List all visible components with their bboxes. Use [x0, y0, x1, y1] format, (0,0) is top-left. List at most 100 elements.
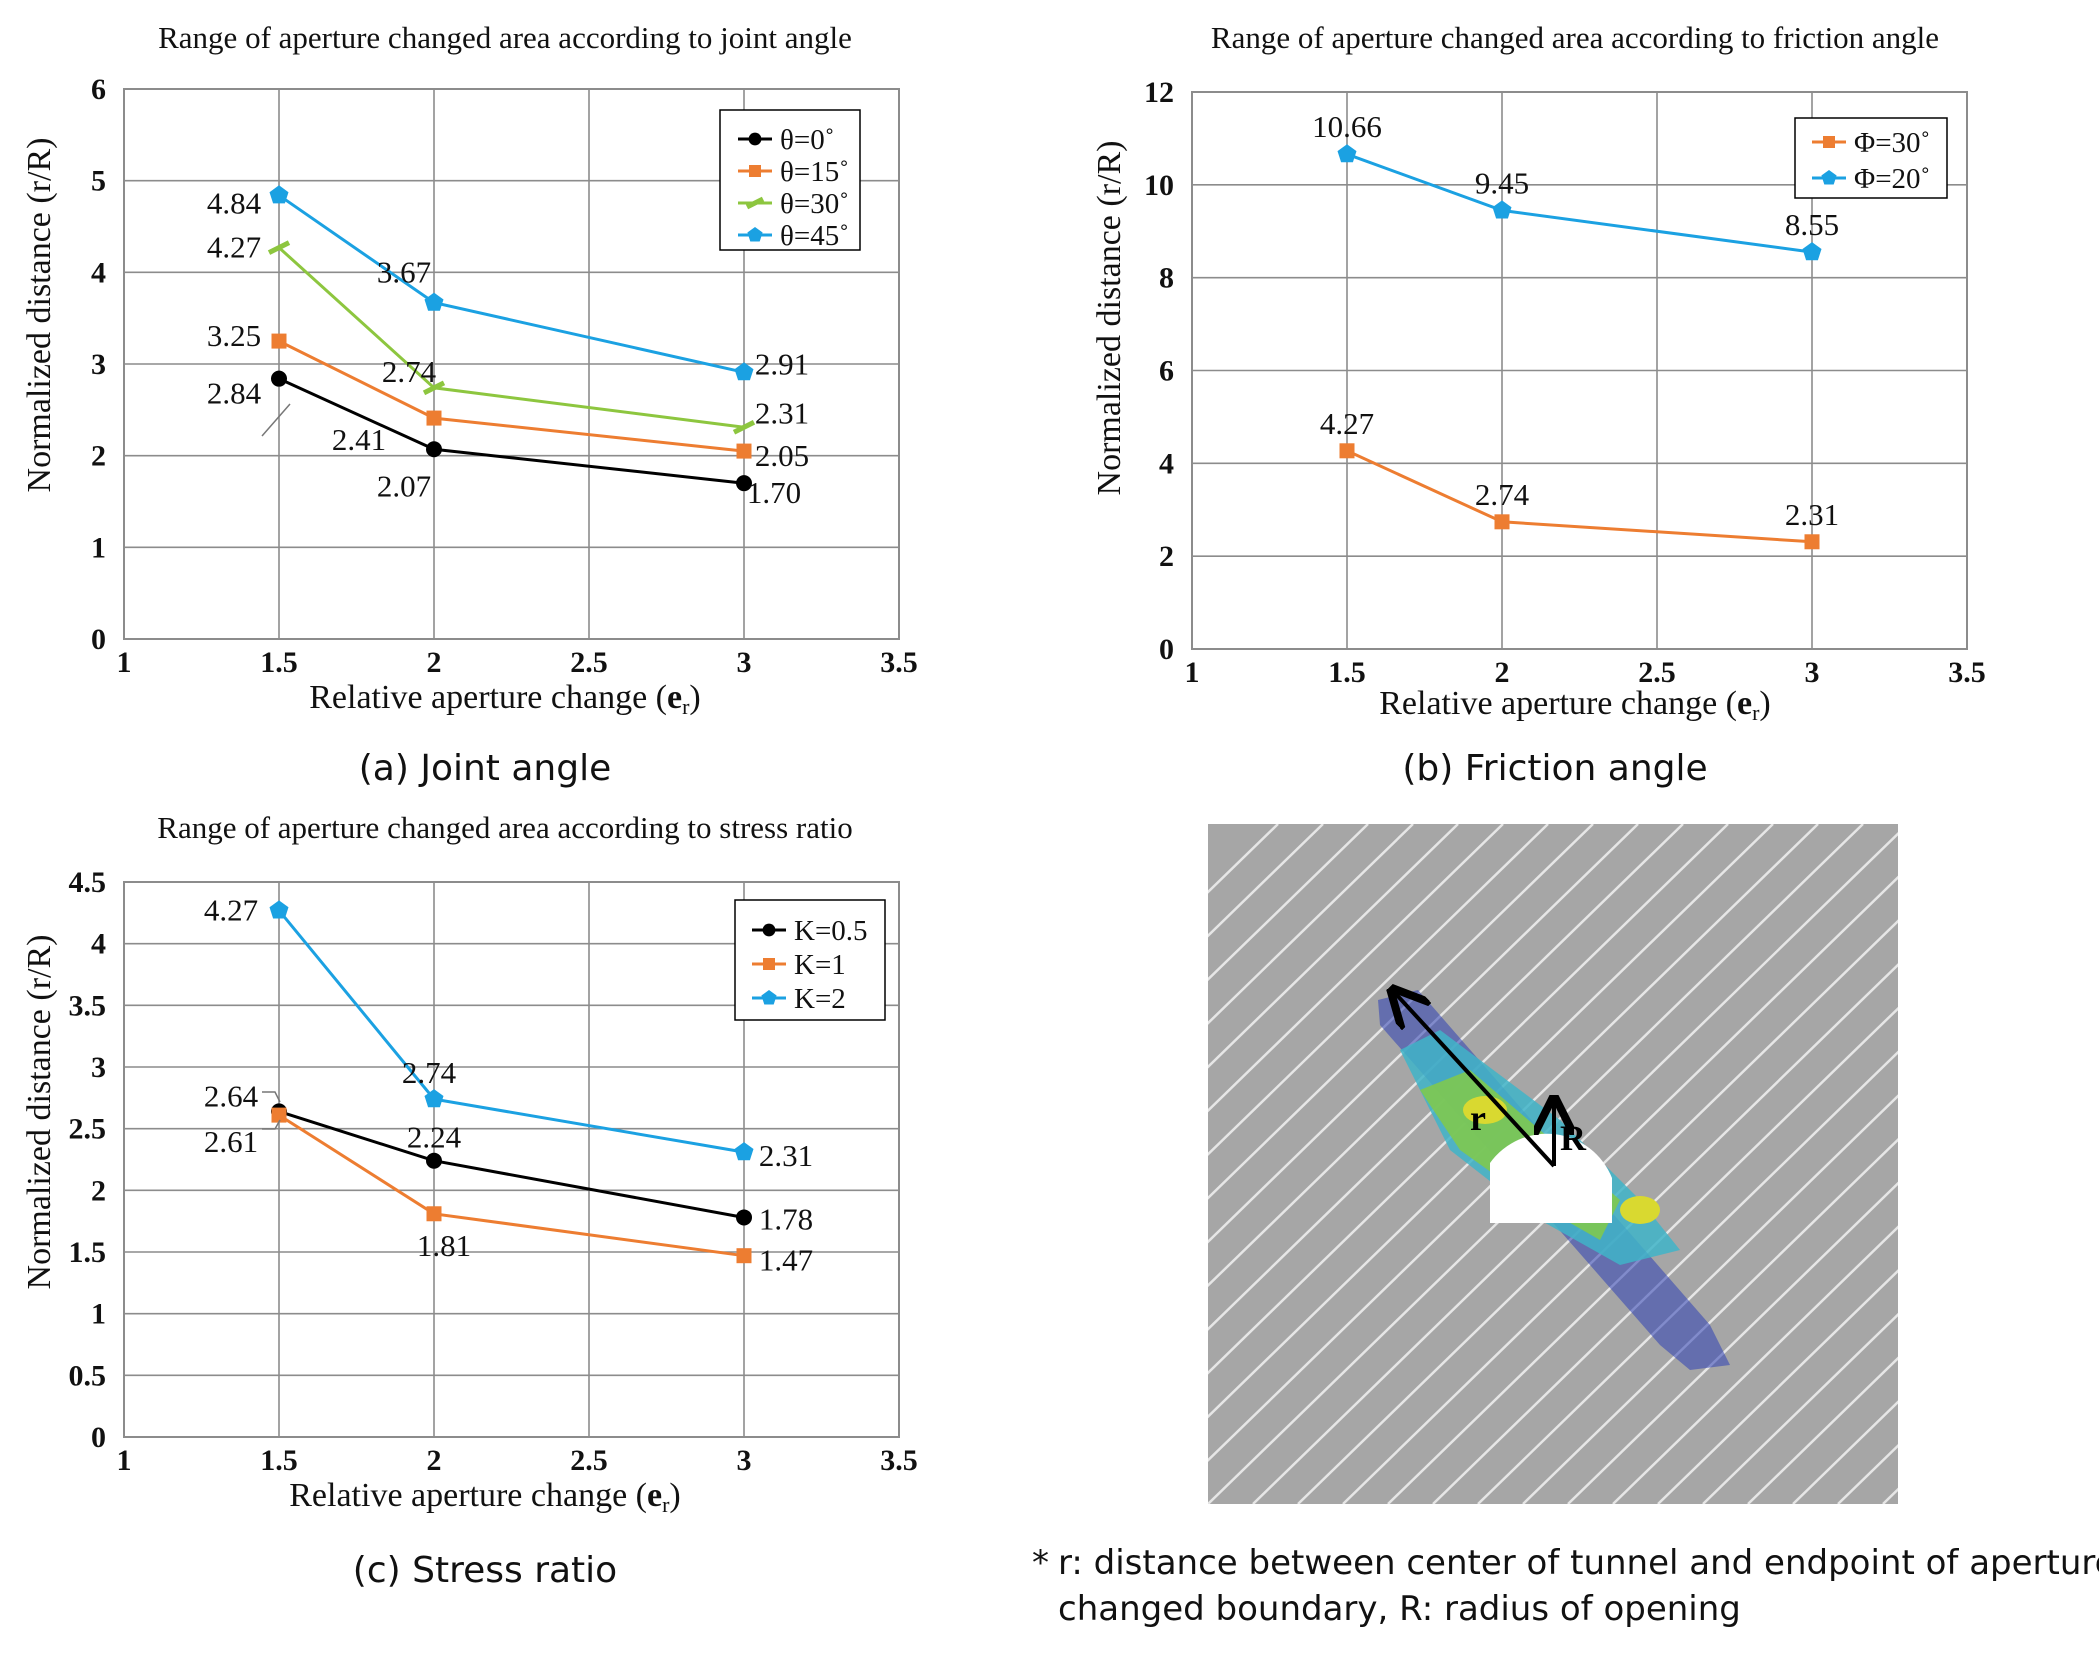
chart-gridlines — [1191, 91, 1968, 650]
chart-tick-labels: 0 0.5 1 1.5 2 2.5 3 3.5 4 4.5 1 1.5 2 2.5 3 3.5 — [69, 866, 918, 1477]
y-axis-label: Normalized distance (r/R) — [21, 138, 58, 493]
data-label: 4.27 — [1320, 406, 1374, 441]
data-label: 10.66 — [1312, 109, 1382, 144]
chart-series-group: 2.64 2.24 1.78 2.61 1.81 1.47 4.27 2.74 2.31 — [204, 892, 813, 1277]
data-label: 4.27 — [207, 230, 261, 265]
legend: Φ=30˚ Φ=20˚ — [1794, 117, 1948, 199]
x-tick-label: 1.5 — [260, 1444, 298, 1477]
joint-line — [1567, 1181, 1898, 1504]
data-point-marker — [271, 1107, 287, 1123]
chart-title: Range of aperture changed area according… — [1211, 20, 1939, 55]
legend-box — [1794, 117, 1948, 199]
x-tick-label: 2 — [1495, 656, 1510, 689]
x-tick-label: 1 — [117, 1444, 132, 1477]
y-tick-label: 6 — [1159, 355, 1174, 388]
data-point-marker — [1804, 534, 1820, 550]
y-tick-label: 4 — [91, 256, 106, 289]
y-tick-label: 0 — [1159, 633, 1174, 666]
legend-entry-label: Φ=30˚ — [1854, 127, 1930, 159]
y-tick-label: 1 — [91, 1298, 106, 1331]
data-point-marker — [736, 1209, 752, 1226]
y-tick-label: 5 — [91, 165, 106, 198]
x-tick-label: 3.5 — [880, 1444, 918, 1477]
x-tick-label: 2 — [427, 646, 442, 679]
legend-entry-label: K=0.5 — [794, 915, 868, 947]
y-tick-label: 10 — [1144, 169, 1174, 202]
joint-line — [1208, 824, 1684, 1288]
legend-box — [719, 109, 861, 251]
joint-line — [1208, 824, 1549, 1157]
note-marker: * — [1032, 1543, 1049, 1583]
y-axis-label: Normalized distance (r/R) — [21, 935, 58, 1290]
data-label: 2.74 — [382, 354, 437, 389]
legend-entry-label: θ=0˚ — [780, 124, 834, 156]
x-tick-label: 3 — [1805, 656, 1820, 689]
joint-line — [1208, 824, 1504, 1113]
joint-line — [1432, 1050, 1898, 1504]
aperture-diagram: r R — [1208, 824, 2099, 1504]
data-point-marker — [732, 420, 756, 435]
joint-line — [1208, 824, 1459, 1069]
legend-marker — [1823, 136, 1835, 148]
legend-box — [734, 899, 886, 1021]
note-line-1: r: distance between center of tunnel and… — [1058, 1543, 2099, 1583]
x-axis-label: Relative aperture change (er) — [289, 1477, 681, 1517]
x-tick-label: 1.5 — [260, 646, 298, 679]
data-label: 2.07 — [377, 468, 431, 503]
legend-entry-label: θ=30˚ — [780, 188, 849, 220]
data-point-marker — [1802, 242, 1822, 261]
joint-line — [1612, 1225, 1898, 1504]
x-tick-label: 3.5 — [880, 646, 918, 679]
data-point-marker — [271, 370, 287, 387]
data-point-marker — [269, 185, 289, 204]
y-tick-label: 12 — [1144, 76, 1174, 109]
legend-entry-label: θ=45˚ — [780, 220, 849, 252]
series-line — [1346, 152, 1813, 254]
data-label: 1.81 — [417, 1228, 471, 1263]
data-point-marker — [424, 1089, 444, 1108]
data-point-marker — [1339, 443, 1355, 459]
legend-marker — [749, 165, 761, 177]
label-leader-line — [262, 1119, 281, 1130]
data-point-marker — [422, 380, 446, 396]
plot-frame — [1191, 91, 1968, 650]
label-leader-line — [262, 1091, 281, 1103]
y-tick-label: 1.5 — [69, 1236, 107, 1269]
joint-line — [1208, 824, 1279, 894]
data-label: 2.84 — [207, 376, 262, 411]
joint-line — [1973, 824, 2099, 1504]
data-label: 2.31 — [759, 1138, 813, 1173]
r-label: r — [1470, 1098, 1486, 1138]
chart-title: Range of aperture changed area according… — [158, 20, 852, 55]
data-label: 2.31 — [1785, 497, 1839, 532]
joint-line — [1208, 824, 1369, 982]
y-axis-label: Normalized distance (r/R) — [1091, 141, 1128, 496]
y-tick-label: 0.5 — [69, 1359, 107, 1392]
y-tick-label: 2.5 — [69, 1113, 107, 1146]
data-label: 2.05 — [755, 438, 809, 473]
joint-line — [1208, 824, 1639, 1244]
chart-friction-angle: Range of aperture changed area according… — [1091, 20, 1986, 789]
data-label: 9.45 — [1475, 165, 1529, 200]
x-axis-label: Relative aperture change (er) — [1379, 685, 1771, 725]
data-label: 8.55 — [1785, 207, 1839, 242]
legend-marker — [763, 958, 775, 970]
legend: K=0.5K=1K=2 — [734, 899, 886, 1021]
data-point-marker — [426, 1152, 442, 1169]
joint-line — [1882, 1487, 1898, 1504]
note-line-2: changed boundary, R: radius of opening — [1058, 1589, 1741, 1629]
plot-frame — [123, 881, 900, 1438]
legend-marker — [1821, 170, 1837, 185]
legend-marker — [748, 132, 762, 146]
joint-line — [1342, 963, 1898, 1504]
x-tick-label: 2.5 — [1638, 656, 1676, 689]
chart-caption: (c) Stress ratio — [353, 1550, 617, 1591]
joint-line — [1208, 824, 1594, 1200]
joint-line — [1208, 824, 1729, 1331]
data-label: 2.24 — [407, 1120, 462, 1155]
data-label: 2.74 — [1475, 477, 1530, 512]
legend-entry-label: θ=15˚ — [780, 156, 849, 188]
y-tick-label: 2 — [1159, 540, 1174, 573]
chart-joint-angle: Range of aperture changed area according… — [21, 20, 918, 789]
y-tick-label: 0 — [91, 1421, 106, 1454]
